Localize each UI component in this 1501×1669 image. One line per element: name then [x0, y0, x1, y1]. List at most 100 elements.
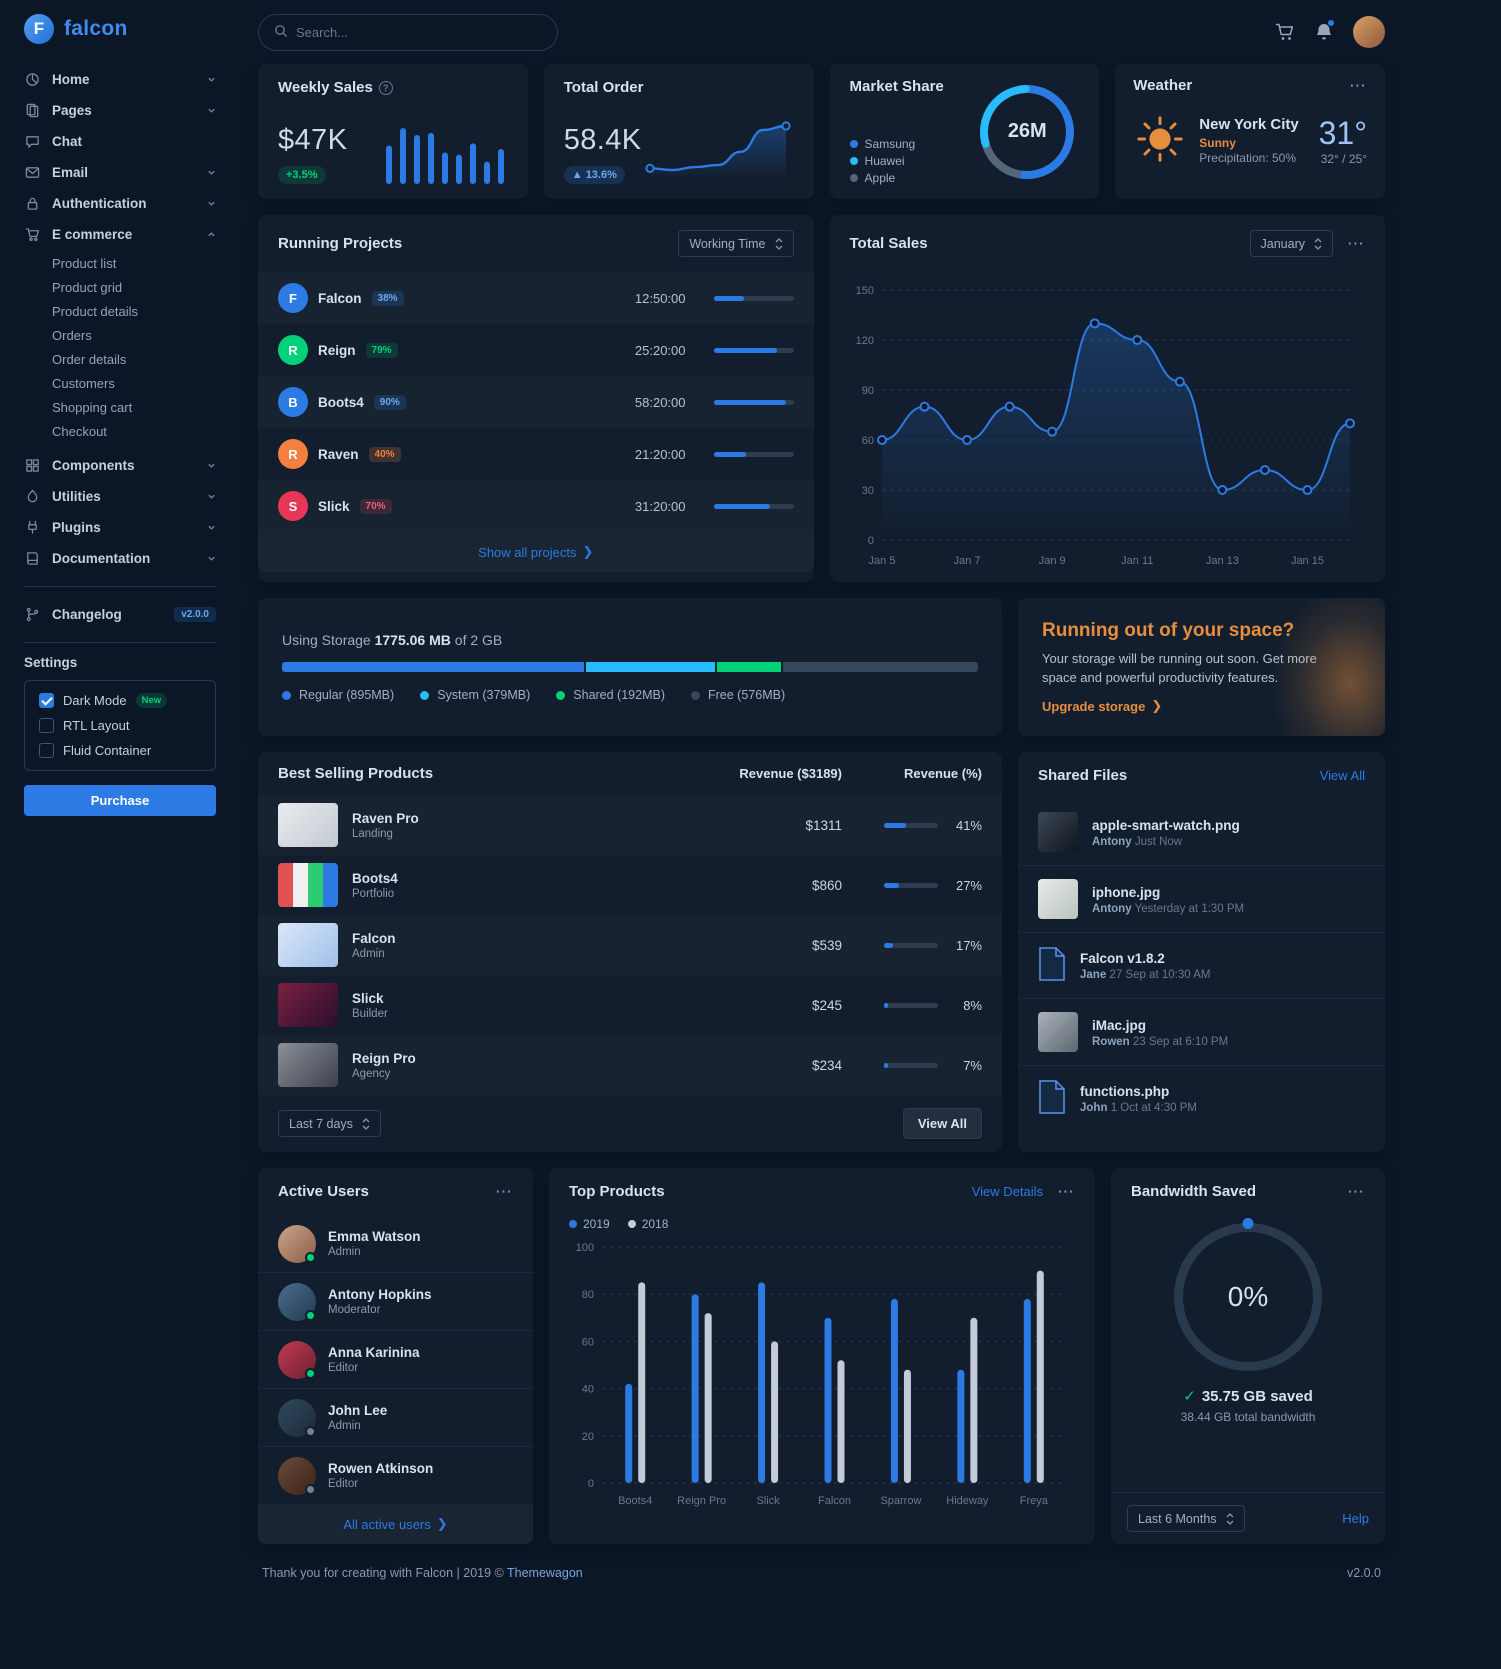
caret-up-icon: ▲: [571, 169, 586, 181]
chevron-down-icon: [207, 199, 216, 208]
month-select[interactable]: January: [1249, 230, 1333, 257]
sidebar-item-utilities[interactable]: Utilities: [24, 481, 216, 512]
revenue-bar: [884, 1002, 938, 1008]
sidebar-item-product-grid[interactable]: Product grid: [52, 279, 123, 295]
view-all-files-link[interactable]: View All: [1319, 768, 1365, 784]
sidebar-item-authentication[interactable]: Authentication: [24, 188, 216, 219]
file-row: Falcon v1.8.2 Jane 27 Sep at 10:30 AM: [1018, 932, 1385, 998]
legend-item: 2019: [569, 1217, 610, 1231]
weekly-sales-bar-chart: [385, 128, 504, 184]
status-dot: [305, 1483, 316, 1495]
card-title: Weather: [1133, 77, 1193, 94]
all-active-users-link[interactable]: All active users ❯: [258, 1504, 533, 1544]
more-menu-icon[interactable]: ⋯: [1347, 1182, 1365, 1202]
user-row: Emma Watson Admin: [258, 1215, 533, 1272]
chevron-up-icon: [207, 230, 216, 239]
purchase-button[interactable]: Purchase: [24, 785, 216, 816]
sidebar-item-home[interactable]: Home: [24, 64, 216, 95]
market-share-total: 26M: [1007, 120, 1047, 142]
sidebar-item-orders[interactable]: Orders: [52, 327, 92, 343]
months-select[interactable]: Last 6 Months: [1127, 1505, 1245, 1533]
sidebar-item-changelog[interactable]: Changelog v2.0.0: [24, 599, 216, 630]
top-products-legend: 2019 2018: [549, 1215, 1095, 1235]
product-pct: 7%: [963, 1057, 982, 1073]
sidebar-nav: Home Pages Chat Email Authentication: [24, 64, 216, 630]
cart-icon[interactable]: [1275, 23, 1295, 41]
sidebar-item-components[interactable]: Components: [24, 450, 216, 481]
sidebar-item-order-details[interactable]: Order details: [52, 351, 127, 367]
avatar: [278, 1456, 316, 1495]
legend-item: Samsung: [849, 137, 944, 151]
project-avatar: R: [278, 335, 308, 365]
card-title: Shared Files: [1038, 767, 1128, 785]
dark-mode-option[interactable]: Dark Mode New: [39, 693, 201, 708]
product-revenue: $1311: [805, 817, 842, 833]
project-avatar: B: [278, 387, 308, 417]
sidebar-item-chat[interactable]: Chat: [24, 126, 216, 157]
top-products-bar-chart: 0 20 40 60 80 100 Boots4 Reign Pro Slick Falcon Sp…: [575, 1242, 1067, 1507]
view-details-link[interactable]: View Details: [971, 1184, 1043, 1200]
rtl-layout-checkbox[interactable]: [39, 718, 54, 733]
rtl-layout-option[interactable]: RTL Layout: [39, 718, 201, 733]
brand[interactable]: F falcon: [24, 14, 216, 44]
fluid-container-checkbox[interactable]: [39, 743, 54, 758]
bottom-row: Active Users ⋯ Emma Watson Admin Antony H…: [258, 1168, 1385, 1545]
sidebar-item-ecommerce[interactable]: E commerce: [24, 219, 216, 250]
search-input[interactable]: [296, 24, 542, 40]
storage-summary: Using Storage 1775.06 MB of 2 GB: [282, 632, 503, 649]
sidebar-item-shopping-cart[interactable]: Shopping cart: [52, 399, 133, 415]
notifications-bell-icon[interactable]: [1315, 19, 1335, 42]
weather-card: Weather ⋯ New York City Sunny Precipitat…: [1115, 64, 1385, 199]
sidebar-item-checkout[interactable]: Checkout: [52, 423, 107, 439]
project-avatar: F: [278, 283, 308, 313]
lock-icon: [24, 196, 41, 211]
search-box[interactable]: [258, 13, 558, 51]
legend-item: Free (576MB): [691, 688, 785, 702]
storage-used: 1775.06 MB: [374, 632, 451, 649]
themewagon-link[interactable]: Themewagon: [507, 1566, 583, 1581]
storage-legend: Regular (895MB) System (379MB) Shared (1…: [282, 688, 978, 702]
svg-text:Slick: Slick: [756, 1495, 780, 1507]
help-icon[interactable]: ?: [378, 80, 393, 95]
show-all-projects-link[interactable]: Show all projects ❯: [258, 532, 814, 572]
sidebar-item-customers[interactable]: Customers: [52, 375, 115, 391]
legend-dot: [849, 174, 858, 182]
sidebar-item-product-details[interactable]: Product details: [52, 303, 138, 319]
project-list: F Falcon 38% 12:50:00 R Reign 79% 25:20:…: [258, 272, 814, 532]
sidebar-item-pages[interactable]: Pages: [24, 95, 216, 126]
svg-text:Hideway: Hideway: [946, 1495, 989, 1507]
fluid-container-option[interactable]: Fluid Container: [39, 743, 201, 758]
product-pct: 41%: [955, 817, 982, 833]
progress-bar: [713, 399, 794, 405]
running-projects-card: Running Projects Working Time F Falcon 3…: [258, 215, 814, 582]
period-select[interactable]: Last 7 days: [278, 1110, 381, 1138]
chevron-down-icon: [207, 554, 216, 563]
project-row: B Boots4 90% 58:20:00: [258, 376, 814, 428]
avatar: [278, 1282, 316, 1321]
svg-text:Jan 5: Jan 5: [868, 555, 895, 567]
storage-row: Using Storage 1775.06 MB of 2 GB Regular…: [258, 598, 1385, 737]
sidebar-item-email[interactable]: Email: [24, 157, 216, 188]
more-menu-icon[interactable]: ⋯: [1349, 76, 1367, 95]
product-table: Raven Pro Landing $1311 41% Boots4 Portfol…: [258, 795, 1002, 1095]
card-title: Total Order: [563, 79, 644, 96]
view-all-button[interactable]: View All: [902, 1108, 982, 1140]
top-products-card: Top Products View Details ⋯ 2019 2018 0 2…: [549, 1168, 1095, 1545]
svg-text:Jan 15: Jan 15: [1290, 555, 1323, 567]
weekly-sales-badge: +3.5%: [278, 166, 326, 184]
pages-icon: [24, 103, 41, 118]
more-menu-icon[interactable]: ⋯: [495, 1182, 513, 1202]
more-menu-icon[interactable]: ⋯: [1347, 234, 1365, 253]
dark-mode-checkbox[interactable]: [39, 693, 54, 708]
upgrade-storage-link[interactable]: Upgrade storage ❯: [1042, 698, 1163, 714]
help-link[interactable]: Help: [1342, 1511, 1369, 1527]
sidebar-item-documentation[interactable]: Documentation: [24, 543, 216, 574]
projects-sales-row: Running Projects Working Time F Falcon 3…: [258, 215, 1385, 582]
sidebar-item-product-list[interactable]: Product list: [52, 255, 117, 271]
user-row: Rowen Atkinson Editor: [258, 1446, 533, 1504]
sidebar-item-plugins[interactable]: Plugins: [24, 512, 216, 543]
svg-text:40: 40: [581, 1384, 593, 1396]
working-time-select[interactable]: Working Time: [678, 230, 794, 257]
more-menu-icon[interactable]: ⋯: [1057, 1182, 1075, 1202]
user-avatar[interactable]: [1353, 16, 1385, 48]
